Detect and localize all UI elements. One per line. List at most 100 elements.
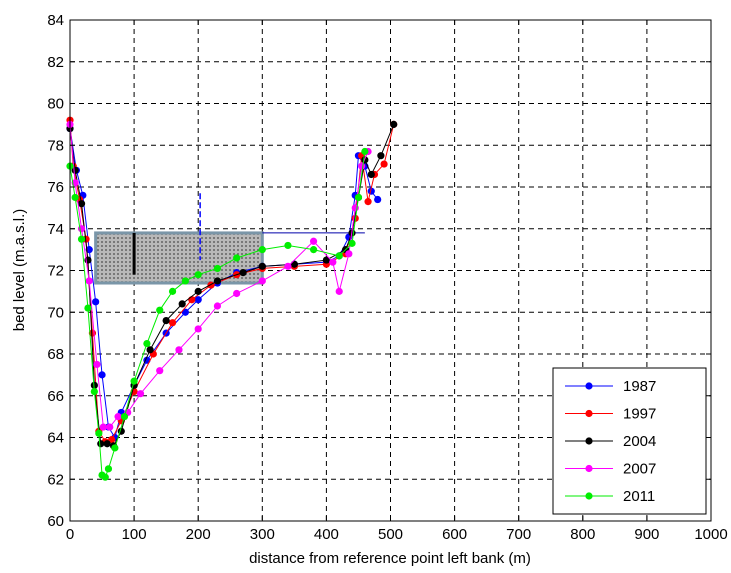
data-point-1987 (98, 371, 106, 379)
data-point-2004 (146, 346, 154, 354)
y-tick-label: 62 (47, 471, 64, 488)
data-point-2004 (194, 287, 202, 295)
data-point-2004 (178, 300, 186, 308)
data-point-2011 (111, 444, 119, 452)
data-point-2007 (284, 262, 292, 270)
data-point-2004 (390, 120, 398, 128)
data-point-2011 (194, 271, 202, 279)
y-tick-label: 82 (47, 54, 64, 71)
x-tick-label: 500 (378, 526, 403, 543)
series-line-2007 (69, 124, 369, 428)
x-tick-label: 300 (250, 526, 275, 543)
data-point-1997 (168, 319, 177, 327)
data-point-2007 (358, 162, 366, 170)
y-tick-label: 84 (47, 12, 64, 29)
data-point-2011 (71, 193, 79, 202)
y-tick-label: 66 (47, 388, 64, 405)
data-point-2007 (85, 277, 93, 285)
x-axis-title: distance from reference point left bank … (249, 550, 531, 567)
data-point-2007 (329, 258, 337, 266)
y-tick-label: 78 (47, 137, 64, 154)
data-point-2007 (136, 390, 145, 398)
data-point-2007 (335, 287, 343, 295)
x-tick-label: 1000 (694, 526, 727, 543)
data-point-2007 (106, 423, 114, 431)
data-point-2004 (213, 277, 222, 285)
data-point-2004 (377, 152, 385, 160)
data-point-2004 (258, 262, 266, 270)
legend-label-1997: 1997 (623, 406, 656, 423)
data-point-2011 (120, 413, 129, 421)
data-point-2007 (175, 346, 183, 354)
data-point-2004 (367, 170, 375, 179)
legend-marker-2007 (585, 464, 593, 473)
legend-label-2007: 2007 (623, 461, 656, 478)
data-point-2011 (348, 239, 356, 247)
y-tick-label: 60 (47, 513, 64, 530)
x-tick-label: 900 (634, 526, 659, 543)
data-point-2011 (90, 387, 98, 396)
data-point-2007 (156, 367, 164, 375)
legend-marker-2004 (585, 437, 593, 445)
data-point-2011 (361, 147, 369, 156)
data-point-2011 (77, 235, 86, 243)
y-tick-label: 74 (47, 221, 64, 238)
data-point-2011 (130, 377, 138, 385)
y-tick-label: 72 (47, 263, 64, 280)
data-point-2011 (95, 429, 103, 437)
data-point-2007 (93, 360, 101, 369)
data-point-2007 (309, 237, 318, 245)
y-tick-label: 70 (47, 304, 64, 321)
axis-ticks: 0 100 200 300 400 500 600 700 800 900 1000 60 62 64 66… (47, 12, 727, 543)
y-axis-title: bed level (m.a.s.l.) (11, 209, 28, 332)
series-line-2011 (69, 151, 366, 478)
x-tick-label: 700 (506, 526, 531, 543)
data-point-1997 (380, 160, 388, 168)
y-tick-label: 76 (47, 179, 64, 196)
data-point-2007 (258, 277, 266, 285)
data-point-2007 (114, 413, 122, 421)
data-point-2011 (156, 306, 164, 314)
data-point-2004 (77, 200, 86, 208)
data-point-2011 (213, 264, 222, 273)
data-point-2011 (309, 246, 318, 254)
data-point-2011 (143, 339, 151, 348)
x-tick-label: 100 (122, 526, 147, 543)
data-point-1987 (181, 308, 189, 316)
y-tick-label: 64 (47, 430, 64, 447)
series-layer (66, 116, 398, 481)
series-line-1987 (69, 128, 379, 439)
series-2011 (66, 147, 369, 481)
data-point-2011 (181, 277, 189, 285)
data-point-2011 (354, 193, 363, 202)
legend: 1987 1997 2004 2007 2011 (552, 367, 707, 515)
data-point-2011 (168, 287, 177, 295)
data-point-2007 (99, 423, 107, 431)
legend-label-1987: 1987 (623, 378, 656, 395)
data-point-2007 (194, 325, 202, 333)
x-tick-label: 800 (570, 526, 595, 543)
data-point-1997 (188, 296, 196, 304)
x-tick-label: 400 (314, 526, 339, 543)
data-point-2011 (101, 473, 109, 481)
data-point-1987 (92, 298, 100, 306)
data-point-2004 (97, 440, 105, 448)
legend-marker-1987 (585, 382, 593, 390)
data-point-2011 (84, 304, 92, 312)
data-point-2011 (104, 465, 113, 473)
data-point-2011 (258, 246, 266, 254)
data-point-1997 (364, 198, 372, 206)
x-tick-label: 600 (442, 526, 467, 543)
data-point-2004 (103, 440, 111, 448)
data-point-2004 (71, 166, 79, 174)
x-tick-label: 200 (186, 526, 211, 543)
data-point-1987 (367, 187, 375, 195)
data-point-2007 (213, 302, 222, 310)
y-tick-label: 80 (47, 96, 64, 113)
data-point-2011 (233, 254, 241, 262)
data-point-2004 (290, 260, 298, 268)
data-point-2007 (77, 225, 86, 233)
series-2007 (66, 120, 372, 431)
legend-marker-2011 (585, 492, 593, 500)
